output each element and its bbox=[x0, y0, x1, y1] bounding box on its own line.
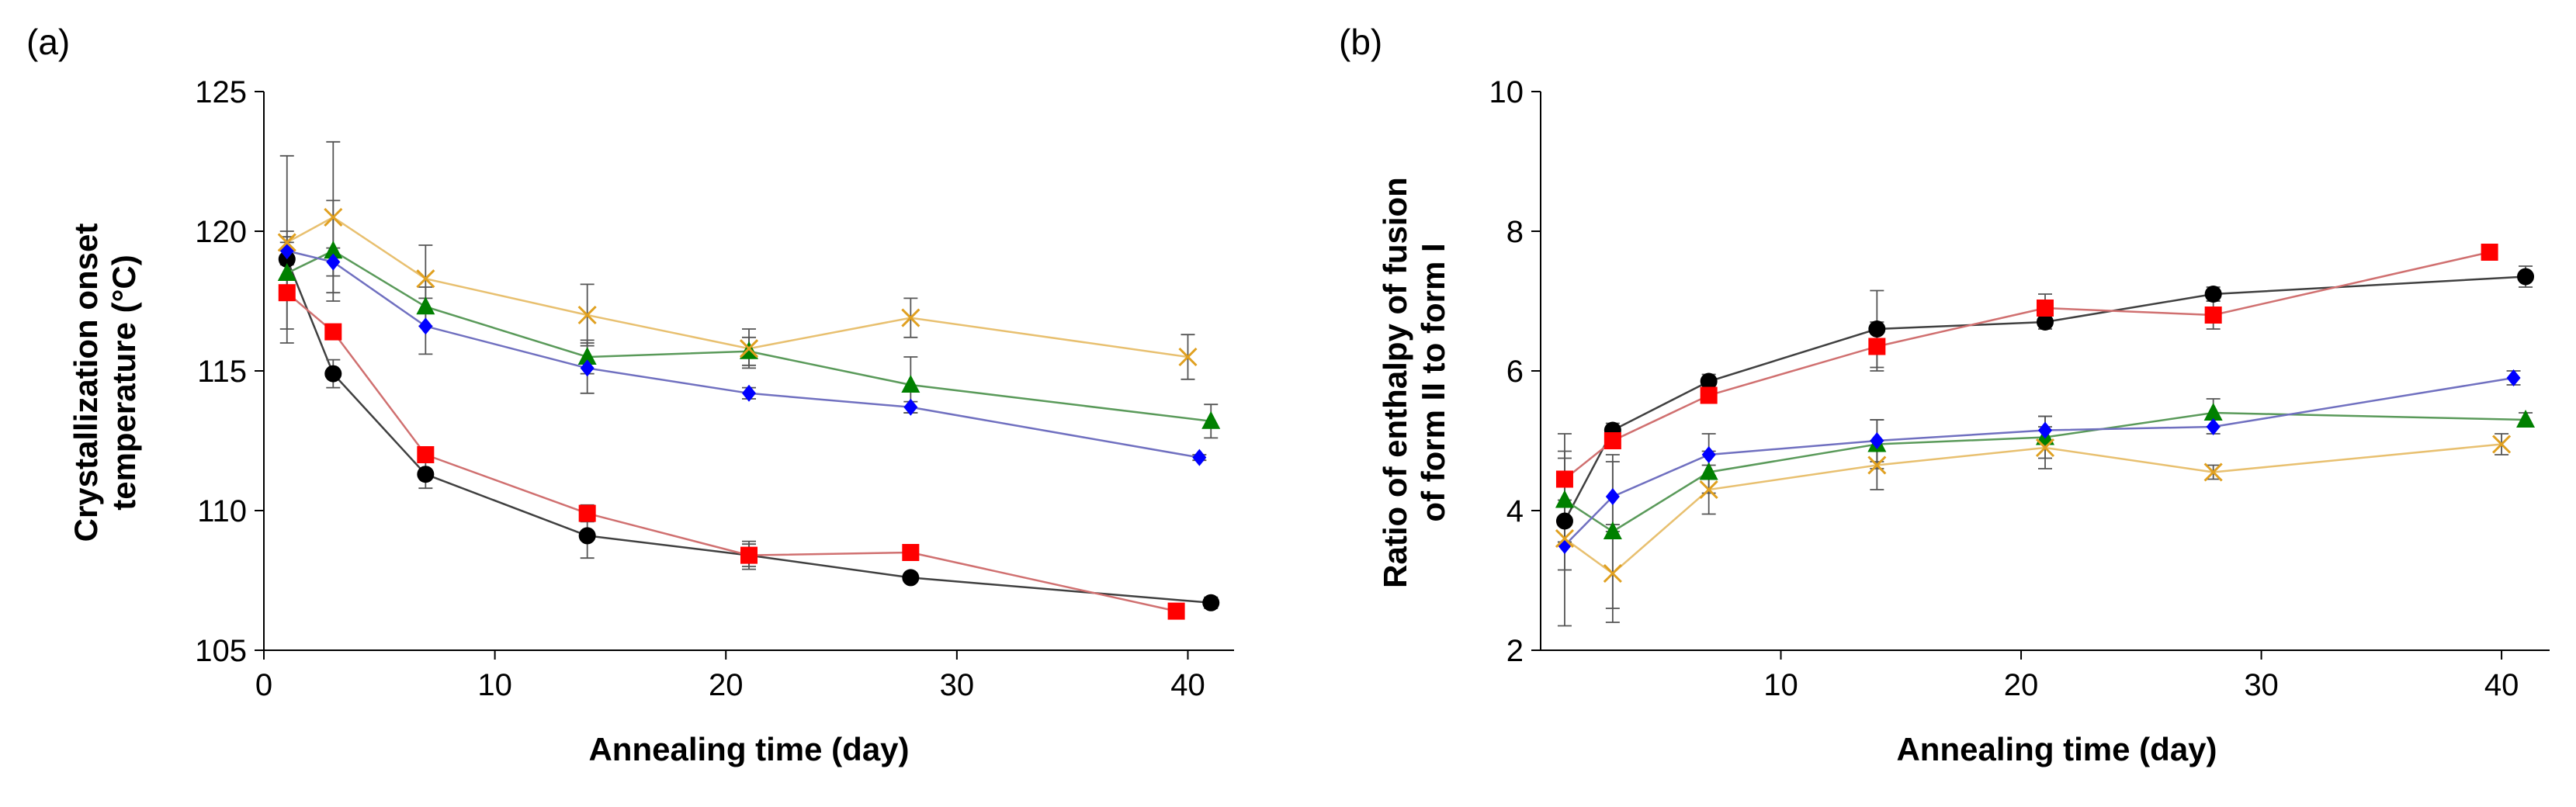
panel-a-y-tick-label: 110 bbox=[197, 494, 247, 528]
panel-b-series-2-point bbox=[1700, 386, 1718, 404]
panel-a-series-3-point bbox=[577, 347, 597, 365]
panel-a-x-tick-label: 0 bbox=[255, 668, 272, 702]
panel-b-series-1-point bbox=[2204, 286, 2222, 303]
panel-a-series-5-point bbox=[577, 305, 597, 325]
panel-a-series-3-point bbox=[277, 263, 296, 281]
panel-b-series-2-point bbox=[1603, 432, 1621, 449]
panel-a-x-tick-label: 40 bbox=[1170, 668, 1205, 702]
panel-b-series-4-point bbox=[2206, 418, 2221, 435]
panel-b-x-tick-label: 10 bbox=[1763, 668, 1798, 702]
panel-b-series-5-point bbox=[2035, 438, 2055, 458]
panel-b-series-3-point bbox=[1555, 490, 1574, 508]
panel-a-series-2-point bbox=[417, 446, 435, 463]
panel-a-series-4-point bbox=[326, 253, 341, 271]
panel-a-series-3-point bbox=[1201, 410, 1221, 429]
panel-a-series-4-point bbox=[1192, 449, 1207, 466]
panel-a-y-tick-label: 125 bbox=[195, 75, 247, 109]
panel-b-series-5-point bbox=[1555, 528, 1575, 549]
panel-a-series-1-point bbox=[417, 466, 435, 483]
panel-b-series-1-point bbox=[2517, 268, 2535, 286]
panel-a-series-3-point bbox=[416, 296, 435, 315]
panel-b-series-4-point bbox=[1605, 488, 1620, 505]
panel-b-series-5-line bbox=[1564, 443, 2502, 575]
panel-b-ylabel-line1: Ratio of enthalpy of fusion bbox=[1377, 177, 1413, 588]
panel-a-series-5-point bbox=[416, 269, 435, 289]
panel-b-series-4-point bbox=[2038, 421, 2052, 439]
panel-a-label: (a) bbox=[26, 22, 70, 62]
panel-a-y-tick-label: 105 bbox=[195, 634, 247, 668]
panel-a-series-1-point bbox=[902, 569, 920, 587]
panel-b-series-2-point bbox=[1555, 470, 1573, 488]
panel-a-series-5-point bbox=[324, 207, 343, 227]
panel-a-ylabel-line2: temperature (°C) bbox=[106, 255, 142, 511]
panel-b-ylabel-line2: of form II to form I bbox=[1415, 243, 1451, 521]
panel-a-ylabel-line1: Crystallization onset bbox=[68, 223, 104, 542]
panel-a-x-tick-label: 30 bbox=[940, 668, 975, 702]
panel-a-series-2-point bbox=[324, 323, 342, 341]
panel-a-xlabel: Annealing time (day) bbox=[588, 731, 909, 767]
panel-a-series-5-point bbox=[739, 339, 759, 358]
panel-b-series-5-point bbox=[1603, 563, 1622, 584]
panel-a-series-3-point bbox=[901, 375, 920, 393]
panel-b-series-1-point bbox=[1555, 512, 1573, 530]
panel-b-series-2-point bbox=[2481, 244, 2498, 261]
panel-a-plot: 105 110 115 120 125 0 10 20 30 40 bbox=[195, 75, 1234, 702]
panel-b-y-tick-label: 10 bbox=[1489, 75, 1524, 109]
panel-a-series-4-point bbox=[903, 398, 918, 416]
panel-a-series-2-point bbox=[578, 504, 596, 522]
panel-b-y-tick-label: 4 bbox=[1506, 494, 1524, 528]
panel-a-series-4-point bbox=[580, 359, 595, 377]
panel-a-series-5-point bbox=[277, 233, 296, 252]
panel-a-x-tick-label: 10 bbox=[477, 668, 512, 702]
panel-b-series-2-point bbox=[2204, 307, 2222, 324]
panel-a-series-1-point bbox=[578, 527, 596, 545]
panel-b-x-tick-label: 30 bbox=[2244, 668, 2279, 702]
panel-b-series-3-point bbox=[2203, 403, 2223, 421]
panel-b-series-3-point bbox=[1699, 462, 1718, 480]
panel-b-xlabel: Annealing time (day) bbox=[1896, 731, 2217, 767]
panel-a-series-3-point bbox=[324, 241, 343, 259]
panel-a-series-2-point bbox=[902, 544, 920, 561]
panel-b-series-2-point bbox=[1868, 338, 1886, 355]
panel-a-y-tick-label: 120 bbox=[195, 215, 247, 249]
panel-a-series-4-point bbox=[742, 384, 756, 402]
panel-b-plot: 2 4 6 8 10 10 20 30 40 bbox=[1489, 75, 2550, 702]
panel-b-series-5-point bbox=[1867, 455, 1887, 475]
panel-b-series-5-point bbox=[2203, 462, 2223, 482]
panel-b-series-3-point bbox=[1603, 521, 1622, 539]
panel-a-series-2-point bbox=[278, 284, 296, 302]
panel-b-series-5-point bbox=[1699, 480, 1718, 500]
panel-b-series-2-point bbox=[2037, 300, 2054, 317]
panel-b-series-1-point bbox=[2037, 313, 2054, 331]
panel-a-x-tick-label: 20 bbox=[709, 668, 744, 702]
panel-b-x-tick-label: 40 bbox=[2484, 668, 2519, 702]
panel-a-series-5-point bbox=[1178, 347, 1198, 367]
panel-b-series-4-point bbox=[2506, 369, 2521, 386]
panel-b-series-1-point bbox=[1868, 320, 1886, 338]
panel-b-series-5-point bbox=[2492, 435, 2512, 454]
panel-a-series-1-point bbox=[324, 365, 342, 383]
panel-a-y-tick-label: 115 bbox=[197, 355, 247, 389]
panel-b-series-3-point bbox=[2516, 410, 2536, 428]
panel-b-y-tick-label: 2 bbox=[1506, 634, 1524, 668]
panel-a-series-1-point bbox=[1202, 594, 1220, 611]
panel-b-x-tick-label: 20 bbox=[2004, 668, 2039, 702]
panel-b-series-1-point bbox=[1700, 372, 1718, 390]
panel-a-series-4-point bbox=[418, 317, 433, 335]
panel-b-series-4-point bbox=[1701, 446, 1716, 463]
panel-a-series-2-point bbox=[1167, 602, 1185, 620]
panel-a-series-2-point bbox=[740, 546, 758, 564]
panel-b-label: (b) bbox=[1339, 22, 1382, 62]
panel-a-series-5-point bbox=[901, 308, 920, 327]
panel-b-series-4-point bbox=[1870, 432, 1884, 449]
panel-b-y-tick-label: 8 bbox=[1506, 215, 1524, 249]
panel-b-y-tick-label: 6 bbox=[1506, 355, 1524, 389]
